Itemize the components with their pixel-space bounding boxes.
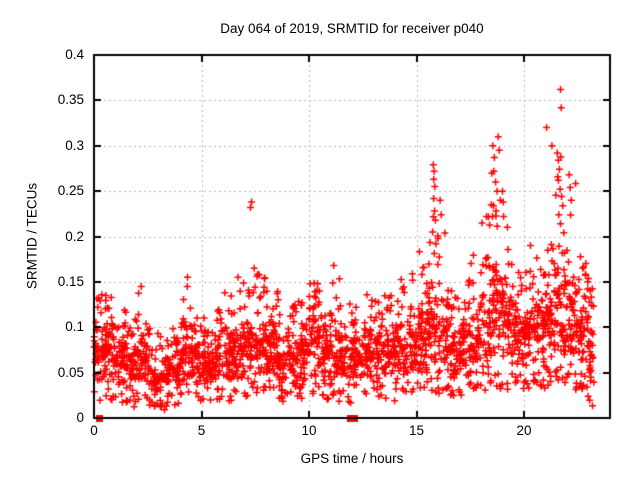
y-tick-label: 0.35 (57, 92, 84, 108)
x-tick-label: 0 (90, 423, 98, 438)
y-tick-label: 0.3 (65, 137, 84, 153)
x-tick-label: 5 (197, 423, 206, 438)
y-tick-label: 0.2 (65, 228, 84, 244)
y-tick-label: 0.1 (65, 319, 84, 335)
y-tick-label: 0.4 (65, 47, 84, 62)
x-tick-label: 20 (516, 423, 532, 438)
y-tick-label: 0.05 (57, 364, 84, 380)
x-tick-label: 15 (408, 423, 425, 438)
y-tick-label: 0.25 (57, 183, 84, 199)
x-axis-label: GPS time / hours (300, 451, 404, 466)
y-tick-label: 0 (76, 410, 84, 425)
y-tick-label: 0.15 (57, 273, 84, 289)
chart-title: Day 064 of 2019, SRMTID for receiver p04… (220, 21, 484, 36)
x-tick-label: 10 (301, 423, 317, 438)
